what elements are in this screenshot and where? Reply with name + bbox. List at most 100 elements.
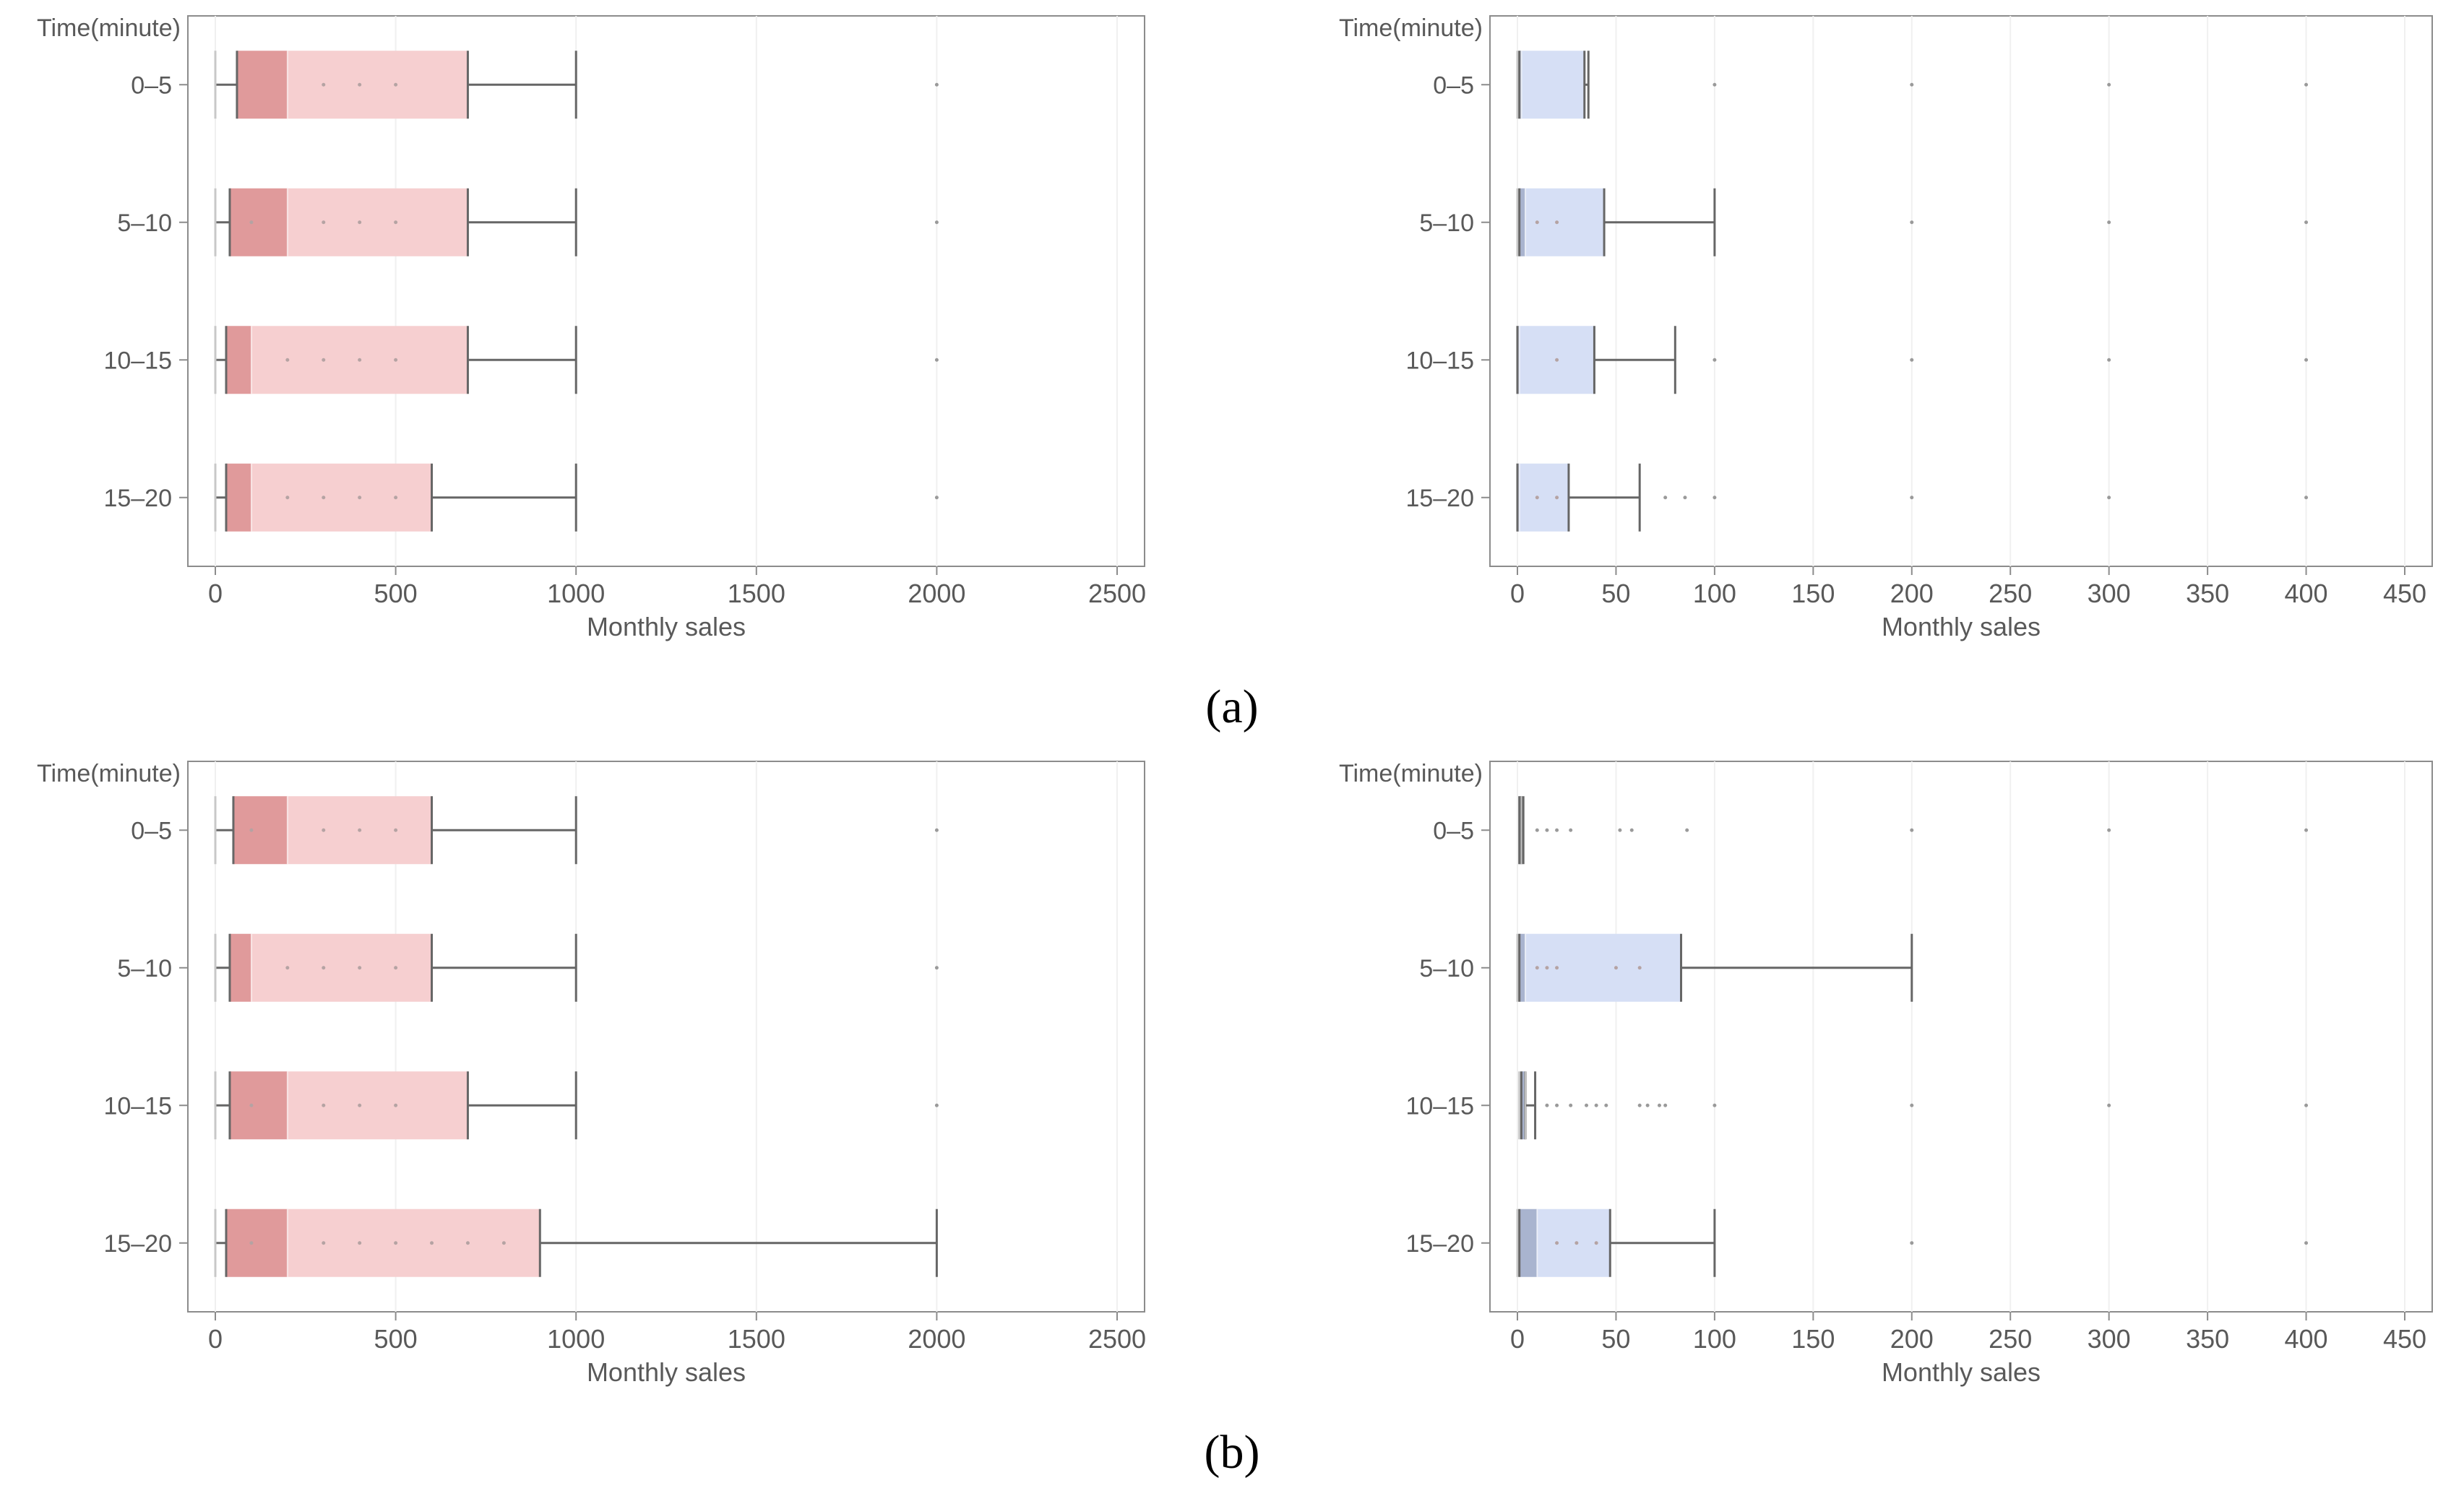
x-tick-label: 100 [1693, 1324, 1736, 1354]
box-upper-half [1537, 1209, 1611, 1277]
data-point [1535, 966, 1539, 970]
x-tick-label: 150 [1791, 579, 1835, 608]
data-point [358, 82, 362, 87]
category-label: 10–15 [103, 1092, 172, 1120]
box-upper-half [287, 1071, 468, 1140]
outlier-point [2304, 1241, 2309, 1245]
box-lower-half [225, 1209, 288, 1277]
x-tick-label: 2500 [1088, 1324, 1146, 1354]
data-point [249, 220, 254, 225]
outlier-point [1585, 1103, 1589, 1107]
outlier-point [1594, 1103, 1598, 1107]
category-label: 15–20 [103, 485, 172, 512]
outlier-point [1629, 828, 1634, 832]
box-0: 0–5 [131, 796, 939, 865]
data-point [322, 496, 326, 500]
outlier-point [1663, 496, 1668, 500]
data-point [358, 220, 362, 225]
data-point [394, 82, 398, 87]
x-tick-label: 450 [2383, 579, 2426, 608]
box-upper-half [1519, 463, 1569, 532]
data-point [1555, 496, 1559, 500]
category-label: 10–15 [1405, 1092, 1474, 1120]
data-point [394, 966, 398, 970]
data-point [394, 220, 398, 225]
category-label: 0–5 [1433, 72, 1474, 99]
outlier-point [1713, 358, 1717, 362]
box-lower-half [1519, 1209, 1538, 1277]
plot-frame [1489, 15, 2433, 567]
data-point [394, 1103, 398, 1107]
data-point [1594, 1241, 1598, 1245]
box-2: 10–15 [1405, 326, 2309, 394]
x-tick-label: 350 [2186, 1324, 2229, 1354]
outlier-point [1910, 828, 1914, 832]
category-label: 5–10 [1419, 209, 1474, 237]
outlier-point [1663, 1103, 1668, 1107]
x-tick-label: 350 [2186, 579, 2229, 608]
x-tick-label: 0 [1510, 1324, 1525, 1354]
x-tick-label: 50 [1601, 1324, 1630, 1354]
x-tick-label: 2000 [908, 1324, 965, 1354]
outlier-point [934, 82, 939, 87]
box-upper-half [287, 1209, 540, 1277]
box-upper-half [1521, 51, 1585, 119]
box-1: 5–10 [117, 188, 939, 256]
data-point [285, 966, 290, 970]
box-lower-half [236, 51, 288, 119]
y-axis-title: Time(minute) [37, 760, 181, 787]
x-tick-label: 500 [374, 579, 418, 608]
outlier-point [1637, 1103, 1642, 1107]
category-label: 15–20 [1405, 1230, 1474, 1258]
outlier-point [1545, 1103, 1549, 1107]
data-point [322, 1103, 326, 1107]
outlier-point [2107, 828, 2111, 832]
box-3: 15–20 [1405, 1209, 2309, 1277]
outlier-point [1535, 828, 1539, 832]
outlier-point [1555, 1103, 1559, 1107]
outlier-point [1910, 1103, 1914, 1107]
outlier-point [1569, 828, 1573, 832]
x-axis-title: Monthly sales [587, 612, 746, 641]
category-label: 15–20 [1405, 485, 1474, 512]
caption-a: (a) [1205, 680, 1258, 733]
category-label: 10–15 [1405, 347, 1474, 374]
data-point [322, 220, 326, 225]
outlier-point [1713, 496, 1717, 500]
box-upper-half [251, 463, 432, 532]
outlier-point [934, 1103, 939, 1107]
x-tick-label: 500 [374, 1324, 418, 1354]
x-tick-label: 250 [1989, 1324, 2032, 1354]
x-tick-label: 1500 [728, 579, 785, 608]
data-point [465, 1241, 470, 1245]
outlier-point [2107, 82, 2111, 87]
box-lower-half [225, 463, 251, 532]
outlier-point [2304, 496, 2309, 500]
y-axis-title: Time(minute) [37, 14, 181, 42]
outlier-point [1713, 1103, 1717, 1107]
data-point [501, 1241, 506, 1245]
box-0: 0–5 [1433, 51, 2309, 119]
chart-b-right: 0 50 100 150 200 250 300 350 400 450 Monthly sales… [1339, 760, 2433, 1387]
data-point [394, 496, 398, 500]
outlier-point [1657, 1103, 1661, 1107]
x-tick-label: 100 [1693, 579, 1736, 608]
box-2: 10–15 [1405, 1071, 2309, 1140]
data-point [285, 496, 290, 500]
x-tick-label: 400 [2285, 579, 2328, 608]
outlier-point [2107, 358, 2111, 362]
box-upper-half [251, 933, 432, 1002]
data-point [322, 966, 326, 970]
data-point [1545, 966, 1549, 970]
outlier-point [2304, 828, 2309, 832]
data-point [249, 828, 254, 832]
outlier-point [2304, 82, 2309, 87]
box-lower-half [1519, 188, 1525, 256]
x-tick-label: 200 [1890, 1324, 1934, 1354]
x-tick-label: 150 [1791, 1324, 1835, 1354]
x-tick-label: 0 [208, 1324, 223, 1354]
data-point [249, 1103, 254, 1107]
box-1: 5–10 [1419, 933, 1913, 1002]
x-tick-label: 2500 [1088, 579, 1146, 608]
